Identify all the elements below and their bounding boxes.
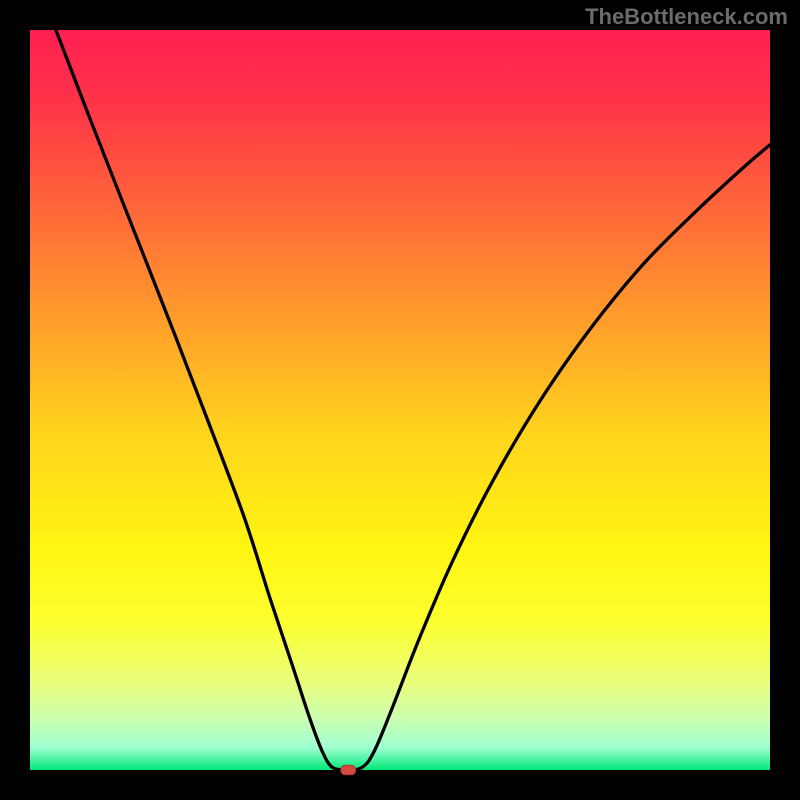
watermark-text: TheBottleneck.com [585,4,788,30]
plot-background [30,30,770,770]
outer-frame: TheBottleneck.com [0,0,800,800]
bottleneck-chart [0,0,800,800]
optimum-marker [341,765,356,775]
